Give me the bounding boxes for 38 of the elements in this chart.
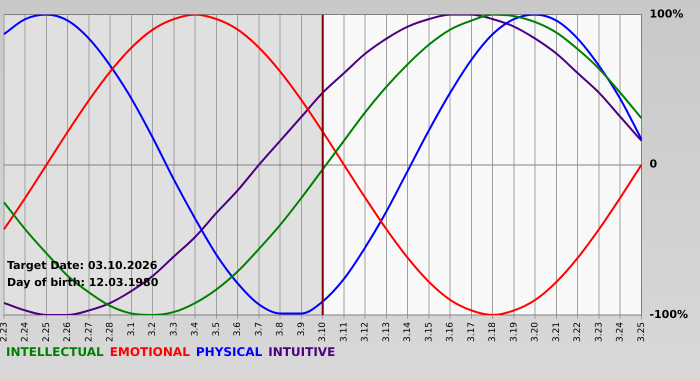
x-tick-label: 2.23 [0, 322, 10, 342]
x-tick-label: 3.13 [382, 322, 392, 342]
text: EMOTIONAL [110, 345, 190, 359]
y-tick-label: -100% [649, 308, 688, 321]
x-tick-label: 2.27 [84, 322, 94, 342]
x-tick-label: 2.25 [42, 322, 52, 342]
text: PHYSICAL [196, 345, 262, 359]
x-tick-label: 3.19 [509, 322, 520, 342]
x-tick-label: 3.10 [318, 322, 328, 342]
x-tick-label: 3.20 [530, 322, 541, 342]
x-tick-label: 3.16 [446, 322, 456, 342]
x-tick-label: 3.4 [190, 322, 201, 336]
x-tick-label: 3.21 [552, 322, 562, 342]
x-tick-label: 3.17 [466, 322, 477, 342]
x-tick-label: 3.24 [616, 322, 626, 342]
text: INTUITIVE [268, 345, 336, 359]
x-tick-label: 3.18 [488, 322, 498, 342]
text: INTELLECTUAL [6, 345, 104, 359]
x-tick-label: 3.3 [169, 322, 180, 336]
x-tick-label: 3.5 [212, 322, 222, 336]
x-tick-label: 3.15 [424, 322, 434, 342]
x-tick-label: 2.24 [20, 322, 31, 342]
y-tick-label: 0 [649, 158, 658, 171]
x-tick-label: 2.28 [106, 322, 116, 342]
x-tick-label: 3.25 [636, 322, 647, 342]
x-tick-label: 3.1 [126, 322, 137, 336]
x-tick-label: 2.26 [63, 322, 74, 342]
x-tick-label: 3.11 [339, 322, 350, 342]
x-tick-label: 3.8 [276, 322, 286, 336]
x-tick-label: 3.22 [573, 322, 584, 342]
x-tick-label: 3.12 [360, 322, 371, 342]
x-tick-label: 3.14 [403, 322, 414, 342]
x-tick-label: 3.2 [148, 322, 158, 336]
x-tick-label: 3.6 [233, 322, 244, 336]
x-tick-label: 3.7 [254, 322, 264, 336]
x-tick-label: 3.23 [594, 322, 604, 342]
x-tick-label: 3.9 [296, 322, 307, 336]
y-tick-label: 100% [649, 7, 684, 20]
